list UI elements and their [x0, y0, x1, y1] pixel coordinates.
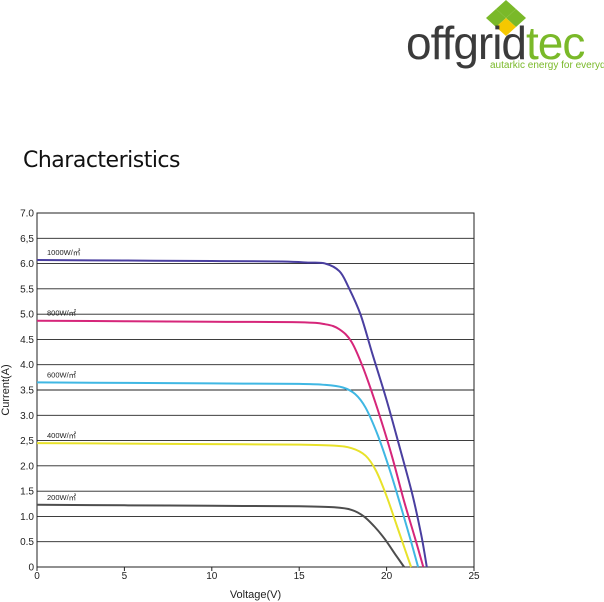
y-tick-label: 0.5 — [20, 537, 34, 548]
x-tick-label: 15 — [294, 571, 306, 582]
x-tick-label: 5 — [122, 571, 128, 582]
y-tick-label: 7.0 — [20, 209, 34, 220]
series-label: 1000W/㎡ — [47, 248, 81, 257]
y-tick-label: 3.5 — [20, 386, 34, 397]
y-tick-label: 6,5 — [20, 234, 34, 245]
y-tick-label: 0 — [28, 563, 34, 574]
y-axis-label: Current(A) — [0, 364, 12, 415]
logo-name-part2: tec — [526, 17, 585, 69]
iv-curve-chart: 0 0.5 1.0 1.5 2.0 2,5 3.0 3.5 4.0 4.5 5.0 5.5 6.0 6,5… — [0, 209, 480, 602]
y-tick-label: 2,5 — [20, 436, 34, 447]
x-tick-label: 20 — [381, 571, 393, 582]
series-label: 200W/㎡ — [47, 493, 77, 502]
series-label: 400W/㎡ — [47, 431, 77, 440]
y-tick-label: 5.5 — [20, 284, 34, 295]
series-line — [36, 259, 428, 568]
y-tick-label: 5.0 — [20, 310, 34, 321]
logo-diamond-icon — [486, 0, 526, 36]
series-line — [36, 381, 420, 568]
y-tick-label: 4.0 — [20, 360, 34, 371]
logo-wordmark: offgridtec — [406, 17, 585, 69]
x-tick-label: 10 — [206, 571, 218, 582]
logo-tagline: autarkic energy for everyday — [490, 60, 604, 71]
series-label: 600W/㎡ — [47, 370, 77, 379]
y-tick-label: 6.0 — [20, 259, 34, 270]
y-tick-label: 4.5 — [20, 335, 34, 346]
y-tick-label: 1.5 — [20, 487, 34, 498]
x-tick-label: 25 — [468, 571, 480, 582]
series-label: 800W/㎡ — [47, 309, 77, 318]
y-tick-label: 1.0 — [20, 512, 34, 523]
y-tick-label: 3.0 — [20, 411, 34, 422]
y-tick-label: 2.0 — [20, 461, 34, 472]
series-line — [36, 503, 405, 568]
x-axis-label: Voltage(V) — [230, 589, 281, 601]
plot-frame — [36, 212, 475, 568]
series-line — [36, 442, 413, 568]
x-tick-label: 0 — [34, 571, 40, 582]
series-line — [36, 319, 425, 568]
section-heading: Characteristics — [23, 148, 180, 173]
logo-name-part1: offgrid — [406, 17, 527, 69]
brand-logo: offgridtec autarkic energy for everyday — [402, 0, 604, 80]
